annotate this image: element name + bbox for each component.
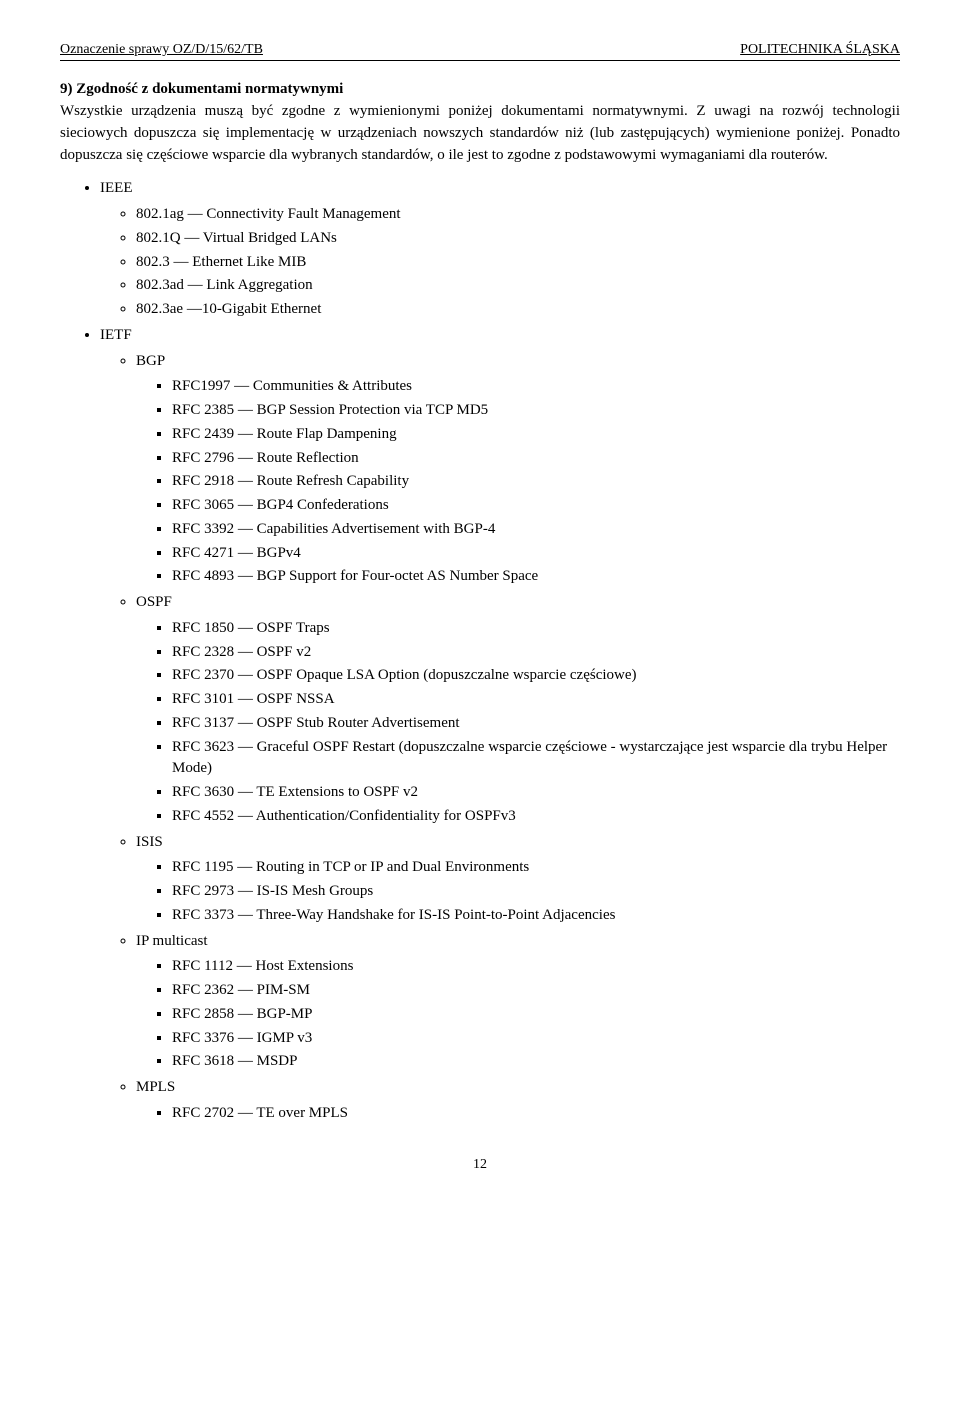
ospf-label: OSPF [136, 594, 172, 610]
rfc-item: RFC 4552 — Authentication/Confidentialit… [172, 806, 900, 828]
rfc-item: RFC 3373 — Three-Way Handshake for IS-IS… [172, 905, 900, 927]
ipmulticast-label: IP multicast [136, 933, 208, 949]
intro-paragraph: Wszystkie urządzenia muszą być zgodne z … [60, 101, 900, 166]
isis-items: RFC 1195 — Routing in TCP or IP and Dual… [136, 857, 900, 926]
rfc-item: RFC 2973 — IS-IS Mesh Groups [172, 881, 900, 903]
ietf-label: IETF [100, 327, 132, 343]
rfc-item: RFC1997 — Communities & Attributes [172, 376, 900, 398]
rfc-item: RFC 3101 — OSPF NSSA [172, 689, 900, 711]
rfc-item: RFC 2918 — Route Refresh Capability [172, 471, 900, 493]
ieee-item: 802.1Q — Virtual Bridged LANs [136, 228, 900, 250]
rfc-item: RFC 2858 — BGP-MP [172, 1004, 900, 1026]
header-left: Oznaczenie sprawy OZ/D/15/62/TB [60, 40, 263, 60]
page-number: 12 [60, 1155, 900, 1175]
ieee-group: IEEE 802.1ag — Connectivity Fault Manage… [100, 178, 900, 321]
rfc-item: RFC 2328 — OSPF v2 [172, 642, 900, 664]
standards-list: IEEE 802.1ag — Connectivity Fault Manage… [60, 178, 900, 1124]
rfc-item: RFC 4271 — BGPv4 [172, 543, 900, 565]
rfc-item: RFC 2796 — Route Reflection [172, 448, 900, 470]
rfc-item: RFC 4893 — BGP Support for Four-octet AS… [172, 566, 900, 588]
rfc-item: RFC 3376 — IGMP v3 [172, 1028, 900, 1050]
ietf-group: IETF BGP RFC1997 — Communities & Attribu… [100, 325, 900, 1125]
rfc-item: RFC 2439 — Route Flap Dampening [172, 424, 900, 446]
section-number: 9) [60, 81, 73, 97]
rfc-item: RFC 1195 — Routing in TCP or IP and Dual… [172, 857, 900, 879]
ieee-item: 802.3 — Ethernet Like MIB [136, 252, 900, 274]
rfc-item: RFC 2370 — OSPF Opaque LSA Option (dopus… [172, 665, 900, 687]
ieee-item: 802.1ag — Connectivity Fault Management [136, 204, 900, 226]
bgp-group: BGP RFC1997 — Communities & Attributes R… [136, 351, 900, 589]
bgp-items: RFC1997 — Communities & Attributes RFC 2… [136, 376, 900, 588]
ieee-items: 802.1ag — Connectivity Fault Management … [100, 204, 900, 321]
ieee-item: 802.3ad — Link Aggregation [136, 275, 900, 297]
page-header: Oznaczenie sprawy OZ/D/15/62/TB POLITECH… [60, 40, 900, 61]
header-right: POLITECHNIKA ŚLĄSKA [740, 40, 900, 60]
rfc-item: RFC 3630 — TE Extensions to OSPF v2 [172, 782, 900, 804]
rfc-item: RFC 2385 — BGP Session Protection via TC… [172, 400, 900, 422]
rfc-item: RFC 3392 — Capabilities Advertisement wi… [172, 519, 900, 541]
mpls-items: RFC 2702 — TE over MPLS [136, 1103, 900, 1125]
ieee-item: 802.3ae —10-Gigabit Ethernet [136, 299, 900, 321]
rfc-item: RFC 3137 — OSPF Stub Router Advertisemen… [172, 713, 900, 735]
section-title: Zgodność z dokumentami normatywnymi [76, 81, 343, 97]
ieee-label: IEEE [100, 180, 132, 196]
ipmulticast-items: RFC 1112 — Host Extensions RFC 2362 — PI… [136, 956, 900, 1073]
isis-group: ISIS RFC 1195 — Routing in TCP or IP and… [136, 832, 900, 927]
rfc-item: RFC 3618 — MSDP [172, 1051, 900, 1073]
rfc-item: RFC 3065 — BGP4 Confederations [172, 495, 900, 517]
rfc-item: RFC 2702 — TE over MPLS [172, 1103, 900, 1125]
rfc-item: RFC 2362 — PIM-SM [172, 980, 900, 1002]
mpls-label: MPLS [136, 1079, 175, 1095]
rfc-item: RFC 1850 — OSPF Traps [172, 618, 900, 640]
rfc-item: RFC 3623 — Graceful OSPF Restart (dopusz… [172, 737, 900, 781]
ospf-items: RFC 1850 — OSPF Traps RFC 2328 — OSPF v2… [136, 618, 900, 828]
rfc-item: RFC 1112 — Host Extensions [172, 956, 900, 978]
ipmulticast-group: IP multicast RFC 1112 — Host Extensions … [136, 931, 900, 1074]
section-heading: 9) Zgodność z dokumentami normatywnymi [60, 79, 900, 101]
ietf-subgroups: BGP RFC1997 — Communities & Attributes R… [100, 351, 900, 1125]
mpls-group: MPLS RFC 2702 — TE over MPLS [136, 1077, 900, 1125]
ospf-group: OSPF RFC 1850 — OSPF Traps RFC 2328 — OS… [136, 592, 900, 828]
bgp-label: BGP [136, 353, 165, 369]
isis-label: ISIS [136, 834, 163, 850]
